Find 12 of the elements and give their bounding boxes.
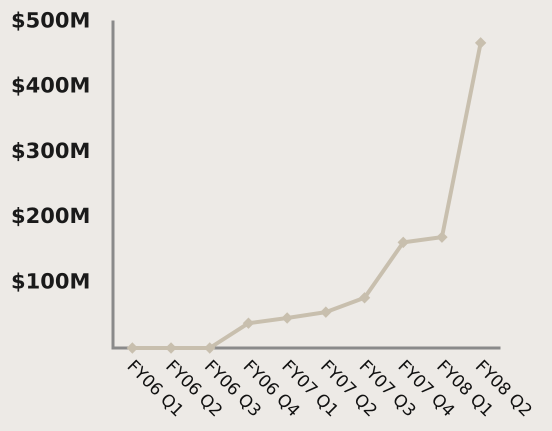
y-tick-label: $100M [11, 269, 90, 294]
point [359, 292, 370, 304]
y-tick-label: $500M [11, 8, 90, 32]
point [242, 318, 254, 329]
point [398, 236, 409, 248]
y-tick-label: $300M [11, 138, 90, 163]
point [282, 312, 293, 324]
y-tick-label: $400M [11, 74, 90, 98]
point [436, 232, 448, 243]
y-tick-label: $200M [11, 204, 90, 228]
point [320, 306, 332, 318]
point [475, 37, 486, 48]
